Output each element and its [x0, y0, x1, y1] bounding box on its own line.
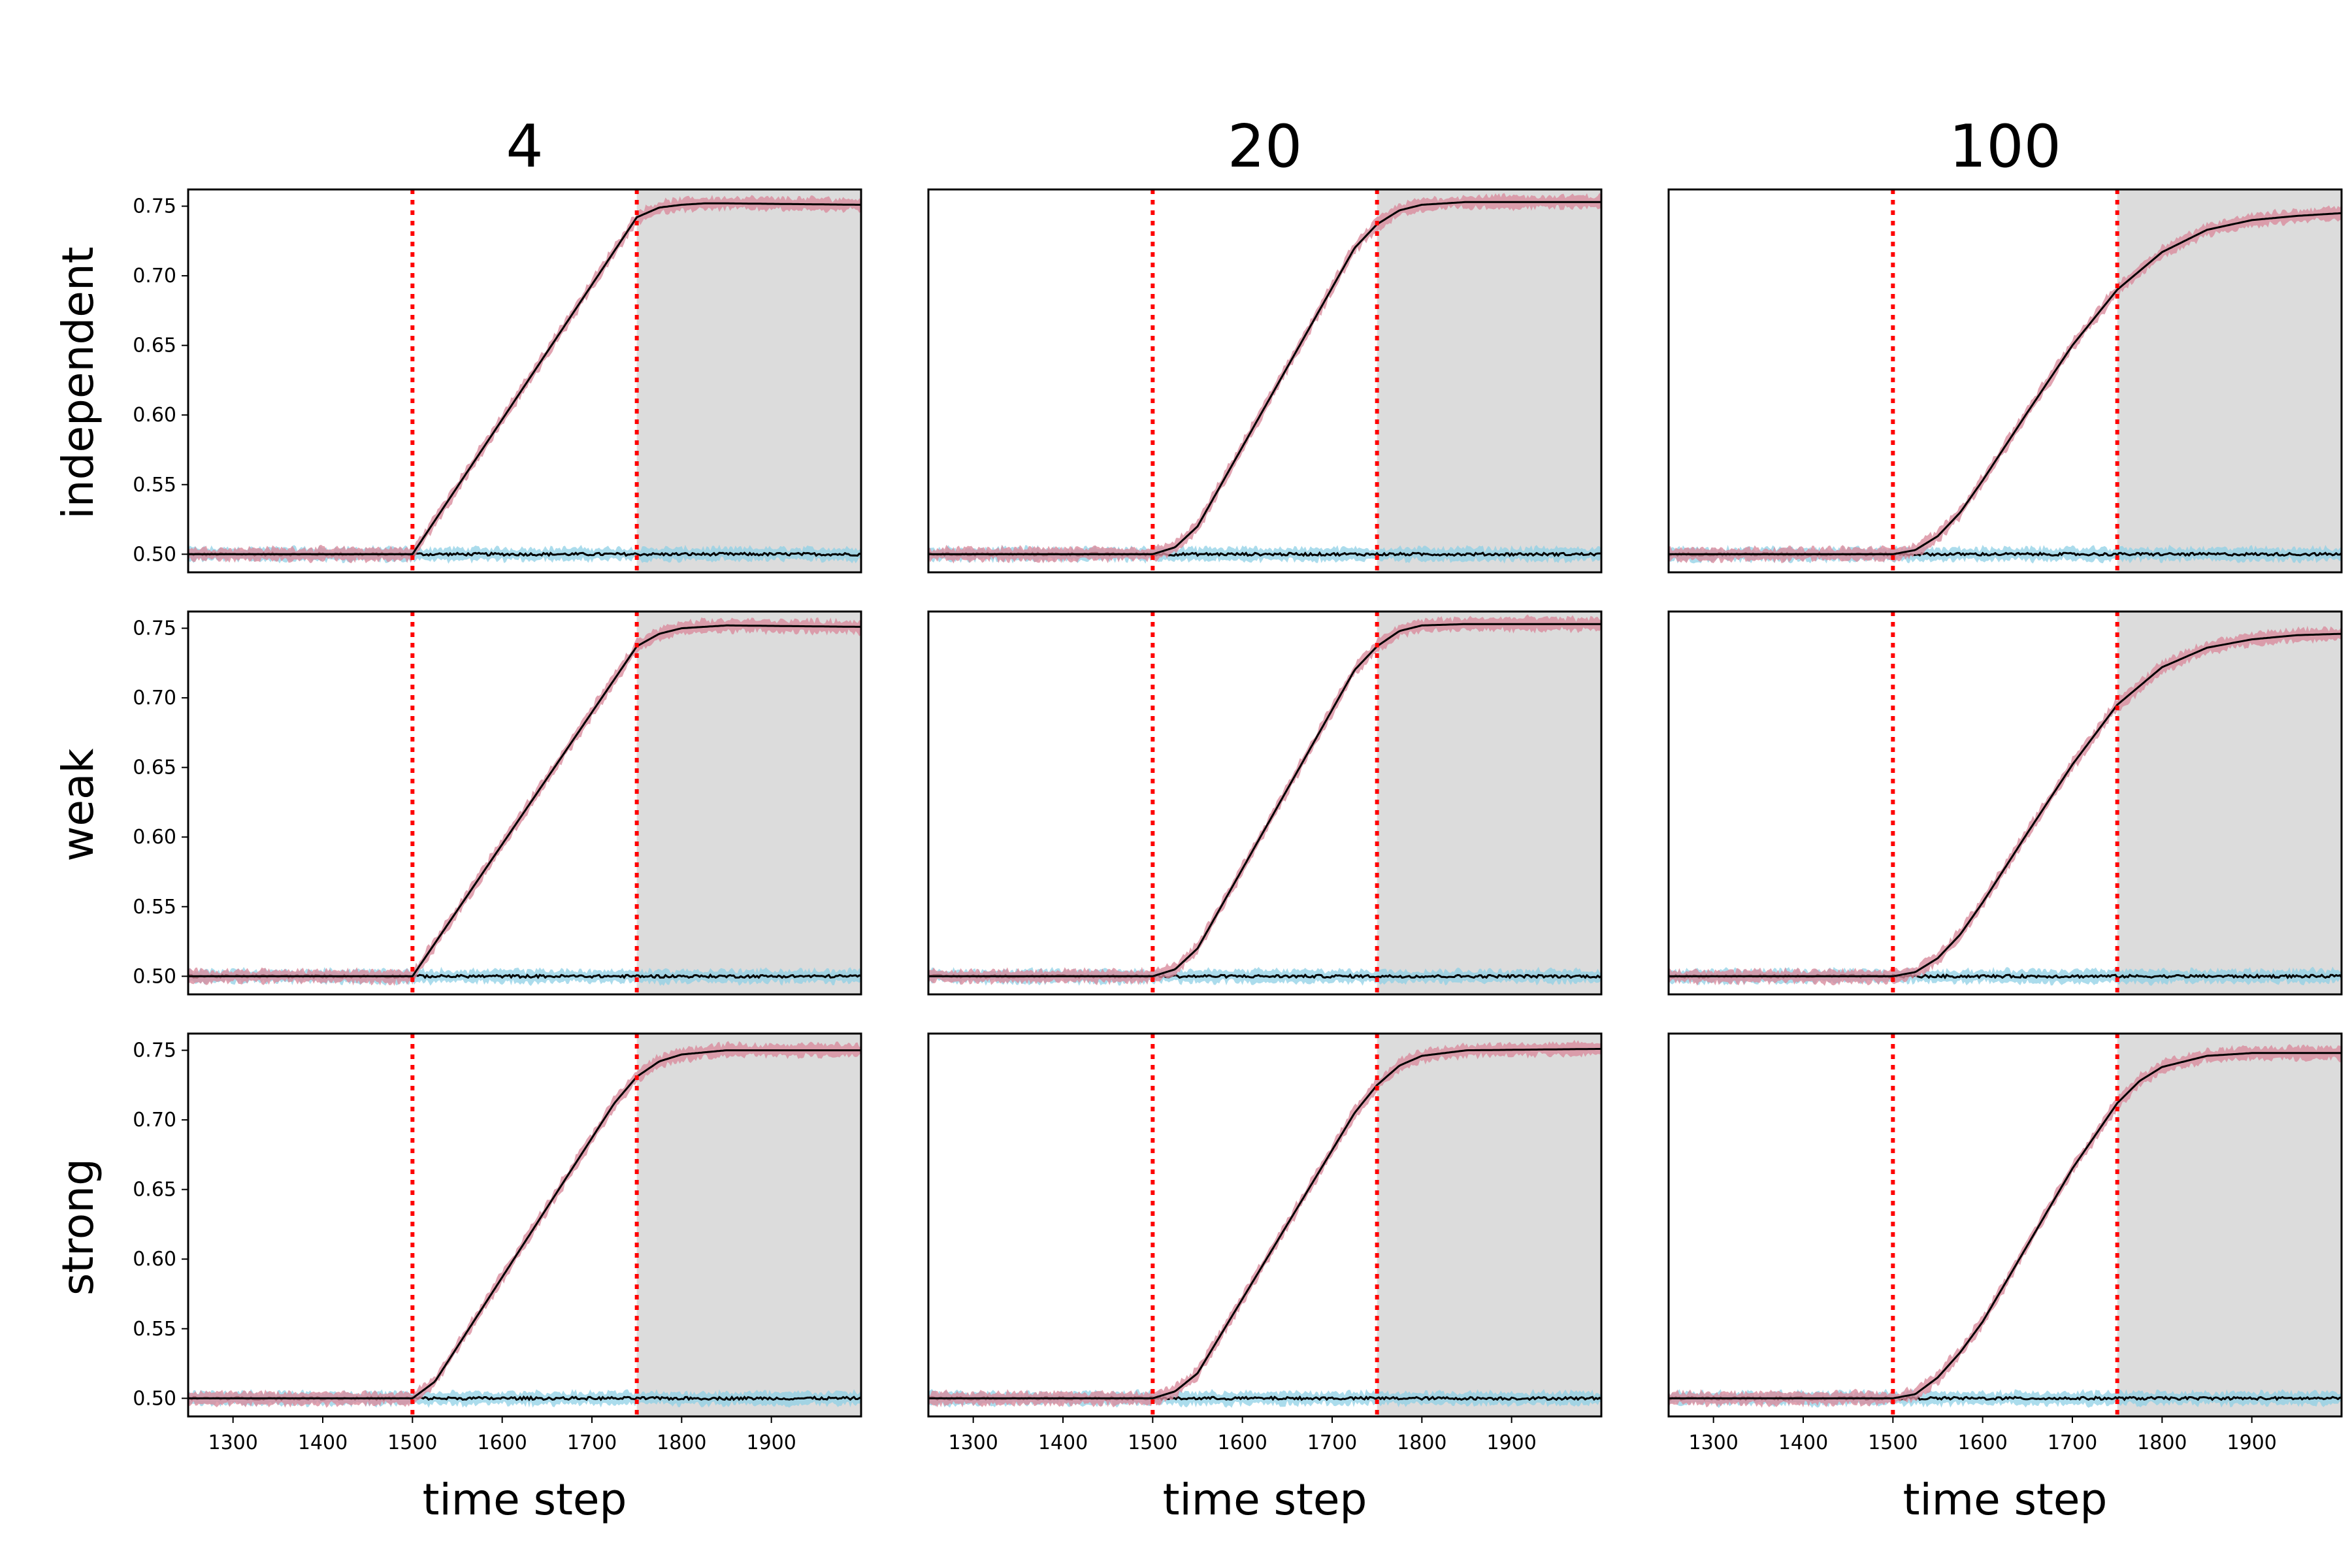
panel-independent-4-ytick-label-4: 0.70 — [133, 265, 176, 287]
panel-weak-4-ytick-label-0: 0.50 — [133, 965, 176, 988]
panel-strong-4-frame — [187, 1032, 862, 1418]
panel-weak-4-shaded-region — [636, 612, 861, 994]
panel-strong-20-xtick-label-3: 1600 — [1217, 1431, 1267, 1454]
x-axis-label-col-3: time step — [1903, 1475, 2108, 1525]
panel-strong-20-frame — [927, 1032, 1603, 1418]
panel-strong-100-xtick-label-1: 1400 — [1778, 1431, 1828, 1454]
panel-independent-20-frame — [927, 188, 1603, 574]
panel-strong-4-xtick-label-0: 1300 — [208, 1431, 257, 1454]
panel-strong-4-xtick-label-2: 1500 — [387, 1431, 437, 1454]
panel-independent-4-shaded-region — [636, 189, 861, 572]
panel-independent-4-frame — [187, 188, 862, 574]
panel-strong-4-plot-area — [188, 1034, 861, 1416]
x-axis-label-col-1: time step — [423, 1475, 627, 1525]
panel-strong-20-xtick-label-4: 1700 — [1307, 1431, 1357, 1454]
panel-strong-4-xtick-label-4: 1700 — [567, 1431, 617, 1454]
panel-independent-4-plot-area — [188, 189, 861, 572]
panel-weak-20-frame — [927, 610, 1603, 996]
panel-independent-4-ytick-label-0: 0.50 — [133, 543, 176, 566]
panel-weak-20-plot-area — [928, 612, 1601, 994]
panel-strong-20-xtick-label-0: 1300 — [948, 1431, 998, 1454]
panel-strong-4-ytick-label-2: 0.60 — [133, 1248, 176, 1271]
panel-independent-20-plot-area — [928, 189, 1601, 572]
panel-strong-100-xtick-label-6: 1900 — [2227, 1431, 2276, 1454]
panel-strong-20-shaded-region — [1377, 1034, 1601, 1416]
panel-independent-4-ytick-label-3: 0.65 — [133, 335, 176, 357]
panel-strong-4-xtick-label-6: 1900 — [746, 1431, 796, 1454]
panel-strong-100-frame — [1667, 1032, 2343, 1418]
panel-strong-20-xtick-label-2: 1500 — [1128, 1431, 1177, 1454]
panel-weak-4-ytick-label-2: 0.60 — [133, 826, 176, 849]
panel-independent-100-upper-mean-line — [1669, 212, 2342, 555]
panel-strong-20-xtick-label-6: 1900 — [1486, 1431, 1536, 1454]
panel-weak-100-frame — [1667, 610, 2343, 996]
panel-strong-100-upper-mean-line — [1669, 1052, 2342, 1399]
panel-independent-4-ytick-label-2: 0.60 — [133, 404, 176, 427]
panel-weak-4-ytick-label-1: 0.55 — [133, 896, 176, 919]
panel-weak-4-ytick-label-5: 0.75 — [133, 617, 176, 640]
column-title-20: 20 — [1228, 112, 1303, 181]
panel-independent-20-upper-mean-line — [928, 201, 1601, 555]
panel-strong-100-shaded-region — [2117, 1034, 2342, 1416]
panel-weak-20 — [927, 610, 1603, 996]
panel-strong-4-ytick-label-4: 0.70 — [133, 1109, 176, 1132]
panel-independent-4: 0.50 0.55 0.60 0.65 0.70 0.75 — [133, 188, 862, 574]
panel-strong-100-xtick-label-4: 1700 — [2048, 1431, 2097, 1454]
panel-independent-100-frame — [1667, 188, 2343, 574]
panel-independent-4-upper-band — [188, 195, 861, 564]
row-label-strong: strong — [53, 1158, 103, 1296]
panel-independent-4-ytick-label-5: 0.75 — [133, 195, 176, 218]
panel-strong-4-xtick-label-3: 1600 — [477, 1431, 527, 1454]
panel-strong-20-xtick-label-5: 1800 — [1397, 1431, 1446, 1454]
panel-strong-20-upper-mean-line — [928, 1047, 1601, 1399]
row-label-independent: independent — [53, 246, 103, 519]
panel-independent-4-upper-mean-line — [188, 202, 861, 555]
panel-strong-20-plot-area — [928, 1034, 1601, 1416]
panel-weak-4-plot-area — [188, 612, 861, 994]
panel-strong-4-xtick-label-1: 1400 — [298, 1431, 348, 1454]
panel-strong-100: 1300 1400 1500 1600 1700 1800 1900 — [1667, 1032, 2343, 1454]
panel-weak-100 — [1667, 610, 2343, 996]
panel-weak-20-upper-mean-line — [928, 623, 1601, 977]
panel-weak-100-upper-mean-line — [1669, 632, 2342, 977]
panel-independent-100 — [1667, 188, 2343, 574]
row-label-weak: weak — [53, 748, 103, 862]
panels-group: 0.50 0.55 0.60 0.65 0.70 0.75 0.50 0.55 0.60 0.65… — [133, 188, 2343, 1454]
panel-weak-4-upper-mean-line — [188, 624, 861, 977]
panel-strong-20: 1300 1400 1500 1600 1700 1800 1900 — [927, 1032, 1603, 1454]
panel-strong-100-xtick-label-3: 1600 — [1957, 1431, 2007, 1454]
column-title-4: 4 — [506, 112, 543, 181]
panel-independent-100-plot-area — [1669, 189, 2342, 572]
panel-weak-4-frame — [187, 610, 862, 996]
panel-weak-4-ytick-label-4: 0.70 — [133, 687, 176, 710]
panel-strong-100-plot-area — [1669, 1034, 2342, 1416]
panel-weak-100-plot-area — [1669, 612, 2342, 994]
panel-independent-4-ytick-label-1: 0.55 — [133, 474, 176, 497]
column-title-100: 100 — [1949, 112, 2061, 181]
panel-strong-100-xtick-label-2: 1500 — [1868, 1431, 1918, 1454]
panel-strong-4-xtick-label-5: 1800 — [657, 1431, 706, 1454]
panel-strong-20-xtick-label-1: 1400 — [1038, 1431, 1088, 1454]
panel-strong-4-shaded-region — [636, 1034, 861, 1416]
panel-weak-20-shaded-region — [1377, 612, 1601, 994]
panel-weak-100-shaded-region — [2117, 612, 2342, 994]
panel-strong-100-xtick-label-0: 1300 — [1688, 1431, 1738, 1454]
panel-strong-4-ytick-label-3: 0.65 — [133, 1179, 176, 1201]
panel-strong-4: 0.50 0.55 0.60 0.65 0.70 0.75 1300 1400 1500 1600… — [133, 1032, 862, 1454]
panel-weak-4-ytick-label-3: 0.65 — [133, 757, 176, 779]
panel-strong-4-ytick-label-5: 0.75 — [133, 1039, 176, 1062]
panel-weak-4: 0.50 0.55 0.60 0.65 0.70 0.75 — [133, 610, 862, 996]
panel-independent-100-shaded-region — [2117, 189, 2342, 572]
panel-independent-20-shaded-region — [1377, 189, 1601, 572]
x-axis-label-col-2: time step — [1163, 1475, 1367, 1525]
panel-independent-20 — [927, 188, 1603, 574]
panel-strong-4-ytick-label-0: 0.50 — [133, 1387, 176, 1410]
panel-strong-4-ytick-label-1: 0.55 — [133, 1318, 176, 1341]
panel-strong-100-xtick-label-5: 1800 — [2137, 1431, 2187, 1454]
panel-strong-4-upper-mean-line — [188, 1049, 861, 1399]
